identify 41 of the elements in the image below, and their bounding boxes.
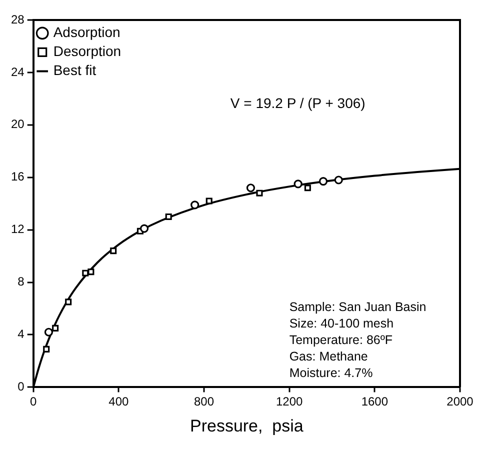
point [43,346,50,352]
point [256,190,263,196]
point [82,270,89,276]
annotation: Temperature: 86ºF [289,333,393,348]
point [65,298,72,306]
y-tick-label: 16 [10,170,25,184]
point [88,268,94,276]
point [165,213,172,220]
y-tick-label: 12 [10,222,25,236]
annotation: Size: 40-100 mesh [289,316,394,331]
point [334,176,343,184]
y-tick-label: 0 [18,380,25,394]
legend-label: Desorption [53,43,122,60]
point [304,184,311,192]
y-tick-label: 28 [10,12,25,26]
legend-label: Best fit [53,62,96,78]
x-tick-label: 800 [194,394,214,409]
point [140,224,149,233]
x-axis-title: Pressure, psia [190,416,304,436]
y-tick-label: 8 [18,274,25,289]
annotation: Gas: Methane [289,350,368,364]
point [110,248,117,254]
point [206,198,212,204]
x-tick-label: 400 [108,394,130,409]
annotation: Sample: San Juan Basin [289,300,426,314]
point [294,180,302,188]
y-tick-label: 20 [10,117,25,132]
x-tick-label: 1600 [361,394,388,409]
annotation: Moisture: 4.7% [289,366,373,380]
x-tick-label: 2000 [446,394,474,409]
y-tick-label: 24 [10,64,25,79]
point [190,200,200,210]
point [246,184,256,192]
x-tick-label: 1200 [276,394,304,409]
annotation: V = 19.2 P / (P + 306) [230,95,366,112]
point [44,328,54,336]
y-tick-label: 4 [18,327,25,342]
point [318,177,328,186]
x-tick-label: 0 [30,394,38,409]
point [52,324,59,332]
legend-label: Adsorption [53,24,120,40]
